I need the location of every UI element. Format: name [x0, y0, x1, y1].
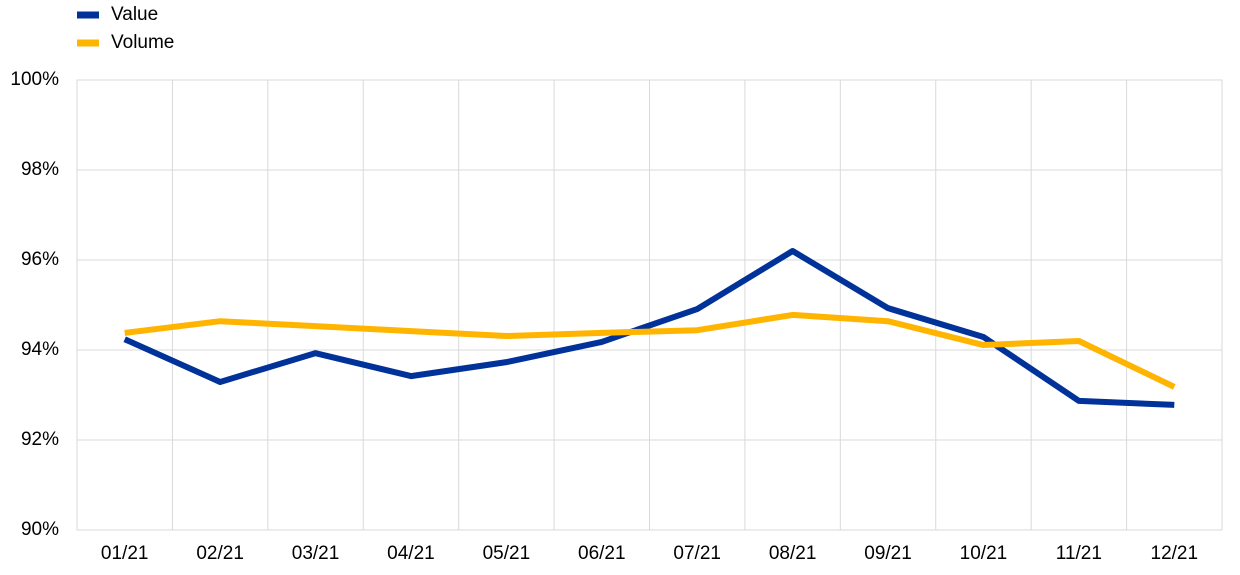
x-tick-label: 05/21	[483, 543, 531, 564]
x-tick-label: 02/21	[196, 543, 244, 564]
y-tick-label: 94%	[21, 339, 59, 360]
x-tick-label: 08/21	[769, 543, 817, 564]
y-tick-label: 96%	[21, 249, 59, 270]
x-tick-label: 11/21	[1056, 543, 1102, 564]
x-tick-label: 03/21	[292, 543, 340, 564]
data-line	[124, 311, 1176, 390]
y-tick-label: 92%	[21, 429, 59, 450]
y-tick-label: 98%	[21, 159, 59, 180]
legend-label: Value	[111, 4, 158, 25]
y-tick-label: 100%	[10, 69, 59, 90]
x-tick-label: 01/21	[101, 543, 149, 564]
legend-label: Volume	[111, 32, 174, 53]
x-tick-label: 04/21	[387, 543, 435, 564]
x-tick-label: 07/21	[673, 543, 721, 564]
x-tick-label: 10/21	[960, 543, 1008, 564]
x-tick-label: 12/21	[1151, 543, 1199, 564]
data-line	[123, 248, 1175, 408]
x-tick-label: 09/21	[864, 543, 912, 564]
x-tick-label: 06/21	[578, 543, 626, 564]
y-tick-label: 90%	[21, 519, 59, 540]
